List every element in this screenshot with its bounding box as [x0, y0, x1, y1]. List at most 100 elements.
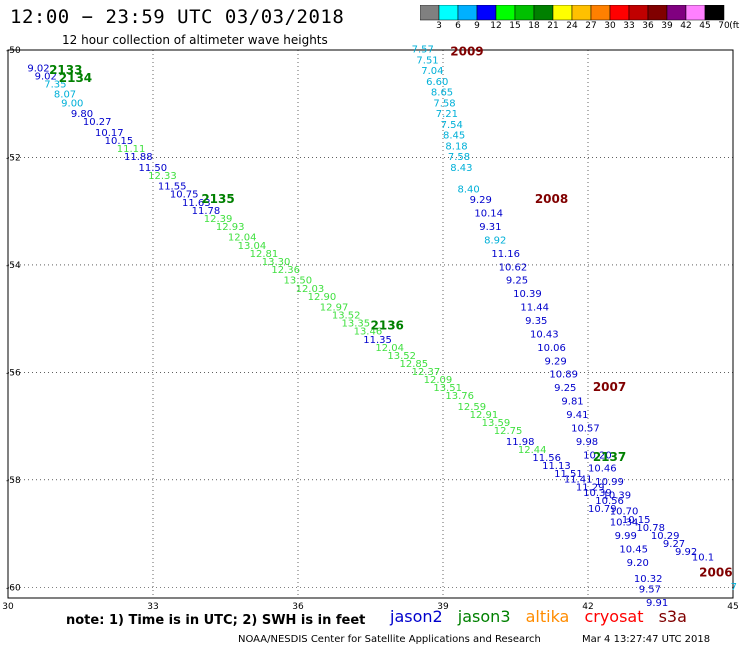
- wave-height-value: 10.34: [610, 517, 639, 528]
- wave-height-value: 8.92: [484, 235, 506, 246]
- wave-height-value: 9.41: [566, 410, 588, 421]
- wave-height-value: 7.04: [421, 66, 443, 77]
- wave-height-value: 13.50: [284, 276, 313, 287]
- wave-height-value: 12.81: [250, 249, 279, 260]
- wave-height-value: 9.25: [506, 276, 528, 287]
- pass-number-label: 2134: [59, 71, 92, 85]
- wave-height-value: 7.35: [44, 80, 66, 91]
- pass-number-label: 2137: [593, 450, 626, 464]
- wave-height-value: 11.13: [542, 461, 571, 472]
- satellite-legend: jason2 jason3 altika cryosat s3a: [390, 607, 697, 626]
- legend-altika: altika: [525, 607, 570, 626]
- wave-height-value: 10.39: [513, 289, 542, 300]
- pass-number-label: 2135: [201, 192, 234, 206]
- color-scale-label: 18: [528, 21, 540, 31]
- page-subtitle: 12 hour collection of altimeter wave hei…: [62, 33, 328, 47]
- wave-height-value: 12.33: [148, 171, 177, 182]
- color-scale-label: 39: [661, 21, 673, 31]
- wave-height-value: 12.91: [470, 410, 499, 421]
- color-scale-label: 30: [604, 21, 616, 31]
- wave-height-value: 13.59: [482, 418, 511, 429]
- legend-jason2: jason2: [390, 607, 443, 626]
- wave-height-value: 10.89: [549, 370, 578, 381]
- wave-height-value: 10.20: [583, 450, 612, 461]
- wave-height-value: 12.03: [296, 284, 325, 295]
- x-tick-label: 42: [582, 602, 593, 610]
- color-scale-label: 24: [566, 21, 578, 31]
- legend-jason3: jason3: [457, 607, 511, 626]
- wave-height-value: 6.60: [426, 77, 448, 88]
- wave-height-value: 12.04: [228, 233, 257, 244]
- color-scale-label: 33: [623, 21, 635, 31]
- wave-height-value: 9.81: [561, 397, 583, 408]
- wave-height-value: 8.40: [458, 184, 480, 195]
- wave-height-value: 11.51: [554, 469, 583, 480]
- wave-height-value: 12.39: [204, 214, 233, 225]
- legend-s3a: s3a: [658, 607, 687, 626]
- wave-height-value: 13.76: [445, 391, 474, 402]
- y-tick-label: -52: [6, 153, 21, 163]
- color-scale-unit: (ft): [729, 21, 740, 31]
- wave-height-value: 12.93: [216, 222, 245, 233]
- color-scale-label: 21: [547, 21, 559, 31]
- color-scale-label: 70: [718, 21, 730, 31]
- wave-height-value: 11.44: [520, 303, 549, 314]
- wave-height-value: 9.02: [27, 63, 49, 74]
- wave-height-value: 9.00: [61, 98, 83, 109]
- wave-height-value: 9.29: [545, 356, 567, 367]
- wave-height-value: 11.98: [506, 437, 535, 448]
- pass-number-label: 2006: [699, 566, 732, 580]
- x-tick-label: 39: [437, 602, 449, 610]
- wave-height-value: 10.39: [583, 488, 612, 499]
- wave-height-value: 9.29: [470, 195, 492, 206]
- wave-height-value: 8.45: [443, 131, 465, 142]
- wave-height-value: 10.70: [610, 507, 639, 518]
- x-tick-label: 36: [292, 602, 304, 610]
- pass-number-label: 2007: [593, 380, 626, 394]
- pass-number-label: 2008: [535, 192, 568, 206]
- wave-height-value: 7.58: [448, 152, 470, 163]
- legend-cryosat: cryosat: [584, 607, 644, 626]
- wave-height-value: 10.99: [595, 477, 624, 488]
- wave-height-value: 7.54: [441, 120, 463, 131]
- wave-height-value: 9.35: [525, 316, 547, 327]
- wave-height-value: 9.99: [615, 531, 637, 542]
- color-scale-label: 42: [680, 21, 692, 31]
- wave-height-map: 30 33 36 39 42 45-50-52-54-56-58-609.029.027.…: [2, 44, 738, 610]
- wave-height-value: 12.04: [375, 343, 404, 354]
- wave-height-value: 10.78: [636, 523, 665, 534]
- color-scale-label: 45: [699, 21, 711, 31]
- wave-height-value: 10.43: [530, 329, 559, 340]
- wave-height-value: 7: [731, 582, 737, 593]
- wave-height-value: 11.78: [192, 206, 221, 217]
- wave-height-value: 8.65: [431, 88, 453, 99]
- wave-height-value: 11.88: [124, 152, 153, 163]
- y-tick-label: -60: [6, 583, 21, 593]
- wave-height-value: 11.63: [182, 198, 211, 209]
- wave-height-value: 9.92: [675, 547, 697, 558]
- y-tick-label: -50: [6, 46, 21, 56]
- wave-height-value: 11.29: [576, 483, 605, 494]
- wave-height-value: 11.11: [117, 144, 146, 155]
- wave-height-value: 13.04: [238, 241, 267, 252]
- color-scale-bar: [420, 5, 725, 21]
- wave-height-value: 9.98: [576, 437, 598, 448]
- y-tick-label: -54: [6, 261, 21, 271]
- wave-height-value: 13.46: [354, 327, 383, 338]
- wave-height-value: 10.39: [603, 491, 632, 502]
- wave-height-value: 12.36: [271, 265, 300, 276]
- wave-height-value: 12.75: [494, 426, 523, 437]
- wave-height-value: 7.51: [416, 55, 438, 66]
- wave-height-value: 11.55: [158, 182, 187, 193]
- generated-timestamp: Mar 4 13:27:47 UTC 2018: [582, 634, 711, 645]
- wave-height-value: 10.56: [595, 496, 624, 507]
- wave-height-value: 12.37: [412, 367, 441, 378]
- color-swatch: [704, 5, 725, 21]
- x-tick-label: 33: [147, 602, 158, 610]
- wave-height-value: 9.25: [554, 383, 576, 394]
- wave-height-value: 10.32: [634, 574, 663, 585]
- wave-height-value: 12.85: [400, 359, 429, 370]
- wave-height-value: 11.35: [363, 335, 392, 346]
- credit-line: NOAA/NESDIS Center for Satellite Applica…: [238, 634, 541, 645]
